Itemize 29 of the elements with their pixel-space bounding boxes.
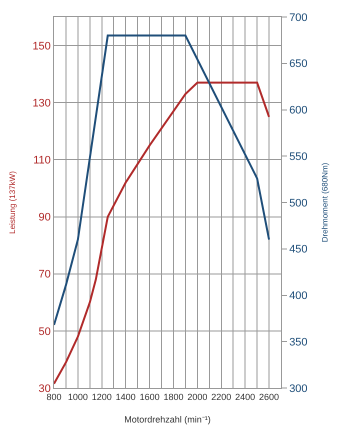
x-tick-label: 1400 xyxy=(116,392,136,402)
x-tick-label: 2400 xyxy=(235,392,256,402)
x-tick-label: 1600 xyxy=(140,392,160,402)
x-tick-label: 1200 xyxy=(92,392,112,402)
y2-axis-title: Drehmoment (680Nm) xyxy=(320,162,330,242)
y-tick-label: 130 xyxy=(32,97,51,110)
x-tick-label: 2000 xyxy=(187,392,208,402)
y2-tick-label: 550 xyxy=(289,150,308,163)
y2-tick-label: 700 xyxy=(289,12,308,24)
x-tick-label: 2200 xyxy=(211,392,232,402)
y2-tick-label: 650 xyxy=(289,58,308,70)
y2-tick-label: 400 xyxy=(289,290,308,302)
y-axis-title: Leistung (137kW) xyxy=(8,170,18,234)
x-tick-label: 1000 xyxy=(68,392,88,402)
line-series xyxy=(54,82,270,385)
x-tick-label: 1800 xyxy=(163,392,184,402)
y-tick-label: 90 xyxy=(38,212,51,224)
y-tick-label: 110 xyxy=(33,154,51,167)
x-axis-title: Motordrehzahl (min⁻¹) xyxy=(124,414,211,425)
y2-tick-label: 450 xyxy=(289,244,308,256)
y-tick-label: 50 xyxy=(38,326,51,338)
y2-tick-label: 600 xyxy=(289,104,308,117)
line-series xyxy=(54,34,270,326)
y-tick-label: 150 xyxy=(32,40,51,52)
y2-tick-label: 350 xyxy=(289,336,308,348)
y-tick-label: 70 xyxy=(38,268,51,281)
y2-tick-label: 300 xyxy=(289,382,308,395)
y2-tick-label: 500 xyxy=(289,197,308,210)
x-tick-label: 2600 xyxy=(259,392,280,402)
